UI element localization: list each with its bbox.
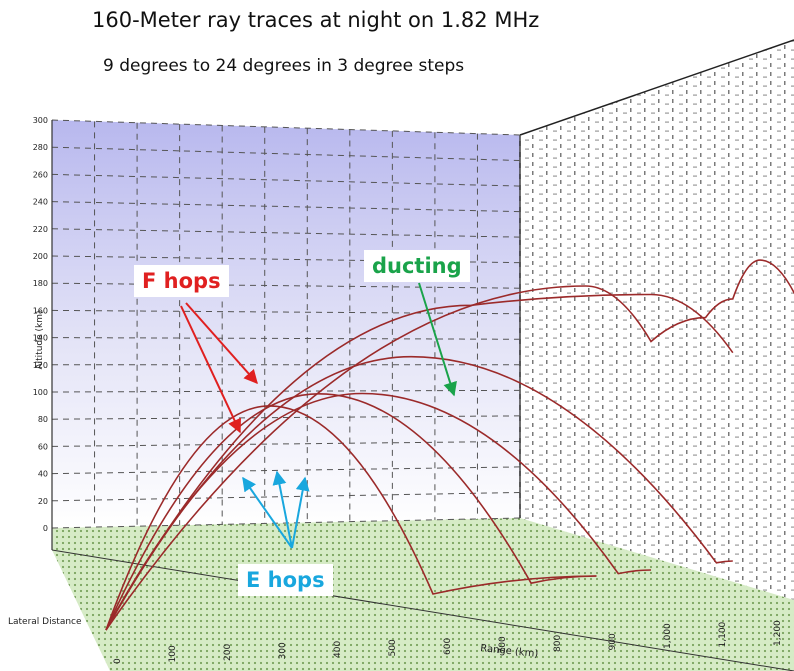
ray-trace-9deg (105, 405, 597, 631)
chart-subtitle: 9 degrees to 24 degrees in 3 degree step… (103, 56, 465, 76)
range-tick: 700 (498, 636, 508, 653)
e-hops-arrow-2 (272, 470, 293, 549)
range-tick: 800 (553, 635, 563, 652)
chart-title: 160-Meter ray traces at night on 1.82 MH… (92, 8, 540, 32)
ray-trace-24deg (105, 259, 794, 631)
f-hops-arrow-2 (180, 305, 241, 434)
grid-line-h (51, 517, 521, 529)
grid-line-h (51, 228, 521, 238)
ray-trace-15deg (105, 392, 652, 631)
range-tick: 1,100 (718, 621, 728, 647)
range-tick: 200 (223, 644, 233, 661)
ray-trace-21deg (105, 293, 734, 631)
floor-front-edge (51, 549, 794, 671)
altitude-tick: 60 (38, 442, 48, 451)
range-tick: 600 (443, 638, 453, 655)
altitude-tick: 120 (33, 361, 48, 370)
range-tick: 300 (278, 642, 288, 659)
grid-line-h (51, 337, 521, 340)
grid-line-h (51, 173, 521, 187)
range-tick: 1,200 (773, 620, 783, 646)
altitude-tick: 280 (33, 143, 48, 152)
f-hops-label: F hops (134, 265, 229, 297)
ray-trace-12deg (105, 392, 597, 631)
range-tick: 0 (113, 658, 123, 664)
altitude-tick: 200 (33, 252, 48, 261)
grid-line-h (51, 389, 521, 393)
range-tick-labels: 0 100 200 300 400 500 600 700 800 900 1,000 1,100 1,… (113, 620, 783, 664)
e-hops-label: E hops (238, 564, 333, 596)
back-wall (52, 120, 520, 528)
e-hops-arrow-3 (291, 476, 310, 549)
altitude-tick: 220 (33, 225, 48, 234)
range-tick: 100 (168, 645, 178, 662)
range-tick: 400 (333, 641, 343, 658)
grid-line-h (51, 119, 521, 136)
altitude-tick: 0 (43, 524, 48, 533)
ducting-label: ducting (364, 250, 470, 282)
grid-line-h (51, 146, 521, 162)
altitude-tick: 300 (33, 116, 48, 125)
f-hops-arrow-1 (185, 302, 258, 385)
ducting-arrow (418, 282, 457, 397)
side-wall-top-edge (519, 39, 794, 136)
e-hops-arrow-1 (242, 476, 293, 549)
floor-plane (52, 518, 794, 671)
grid-line-h (51, 440, 521, 447)
range-tick: 1,000 (663, 623, 673, 649)
ray-trace-18deg (105, 355, 733, 631)
lateral-axis-label: Lateral Distance (8, 617, 82, 627)
grid-line-h (51, 466, 521, 475)
grid-line-h (51, 309, 521, 315)
altitude-tick: 260 (33, 170, 48, 179)
altitude-tick: 140 (33, 334, 48, 343)
range-tick: 500 (388, 639, 398, 656)
grid-line-h (51, 201, 521, 213)
altitude-tick: 180 (33, 279, 48, 288)
altitude-axis-label: Altitude (km) (35, 310, 45, 369)
altitude-tick: 100 (33, 388, 48, 397)
altitude-tick: 40 (38, 470, 48, 479)
ray-traces (105, 259, 794, 631)
altitude-tick: 240 (33, 198, 48, 207)
grid-line-h (51, 491, 521, 502)
grid-line-h (51, 415, 521, 420)
altitude-tick: 80 (38, 415, 48, 424)
side-wall (520, 40, 794, 600)
grid-line-h (51, 282, 521, 289)
altitude-tick: 160 (33, 306, 48, 315)
altitude-tick-labels: 0 20 40 60 80 100 120 140 160 180 200 220 240 260 280 3… (33, 116, 48, 533)
altitude-tick: 20 (38, 497, 48, 506)
range-tick: 900 (608, 633, 618, 650)
